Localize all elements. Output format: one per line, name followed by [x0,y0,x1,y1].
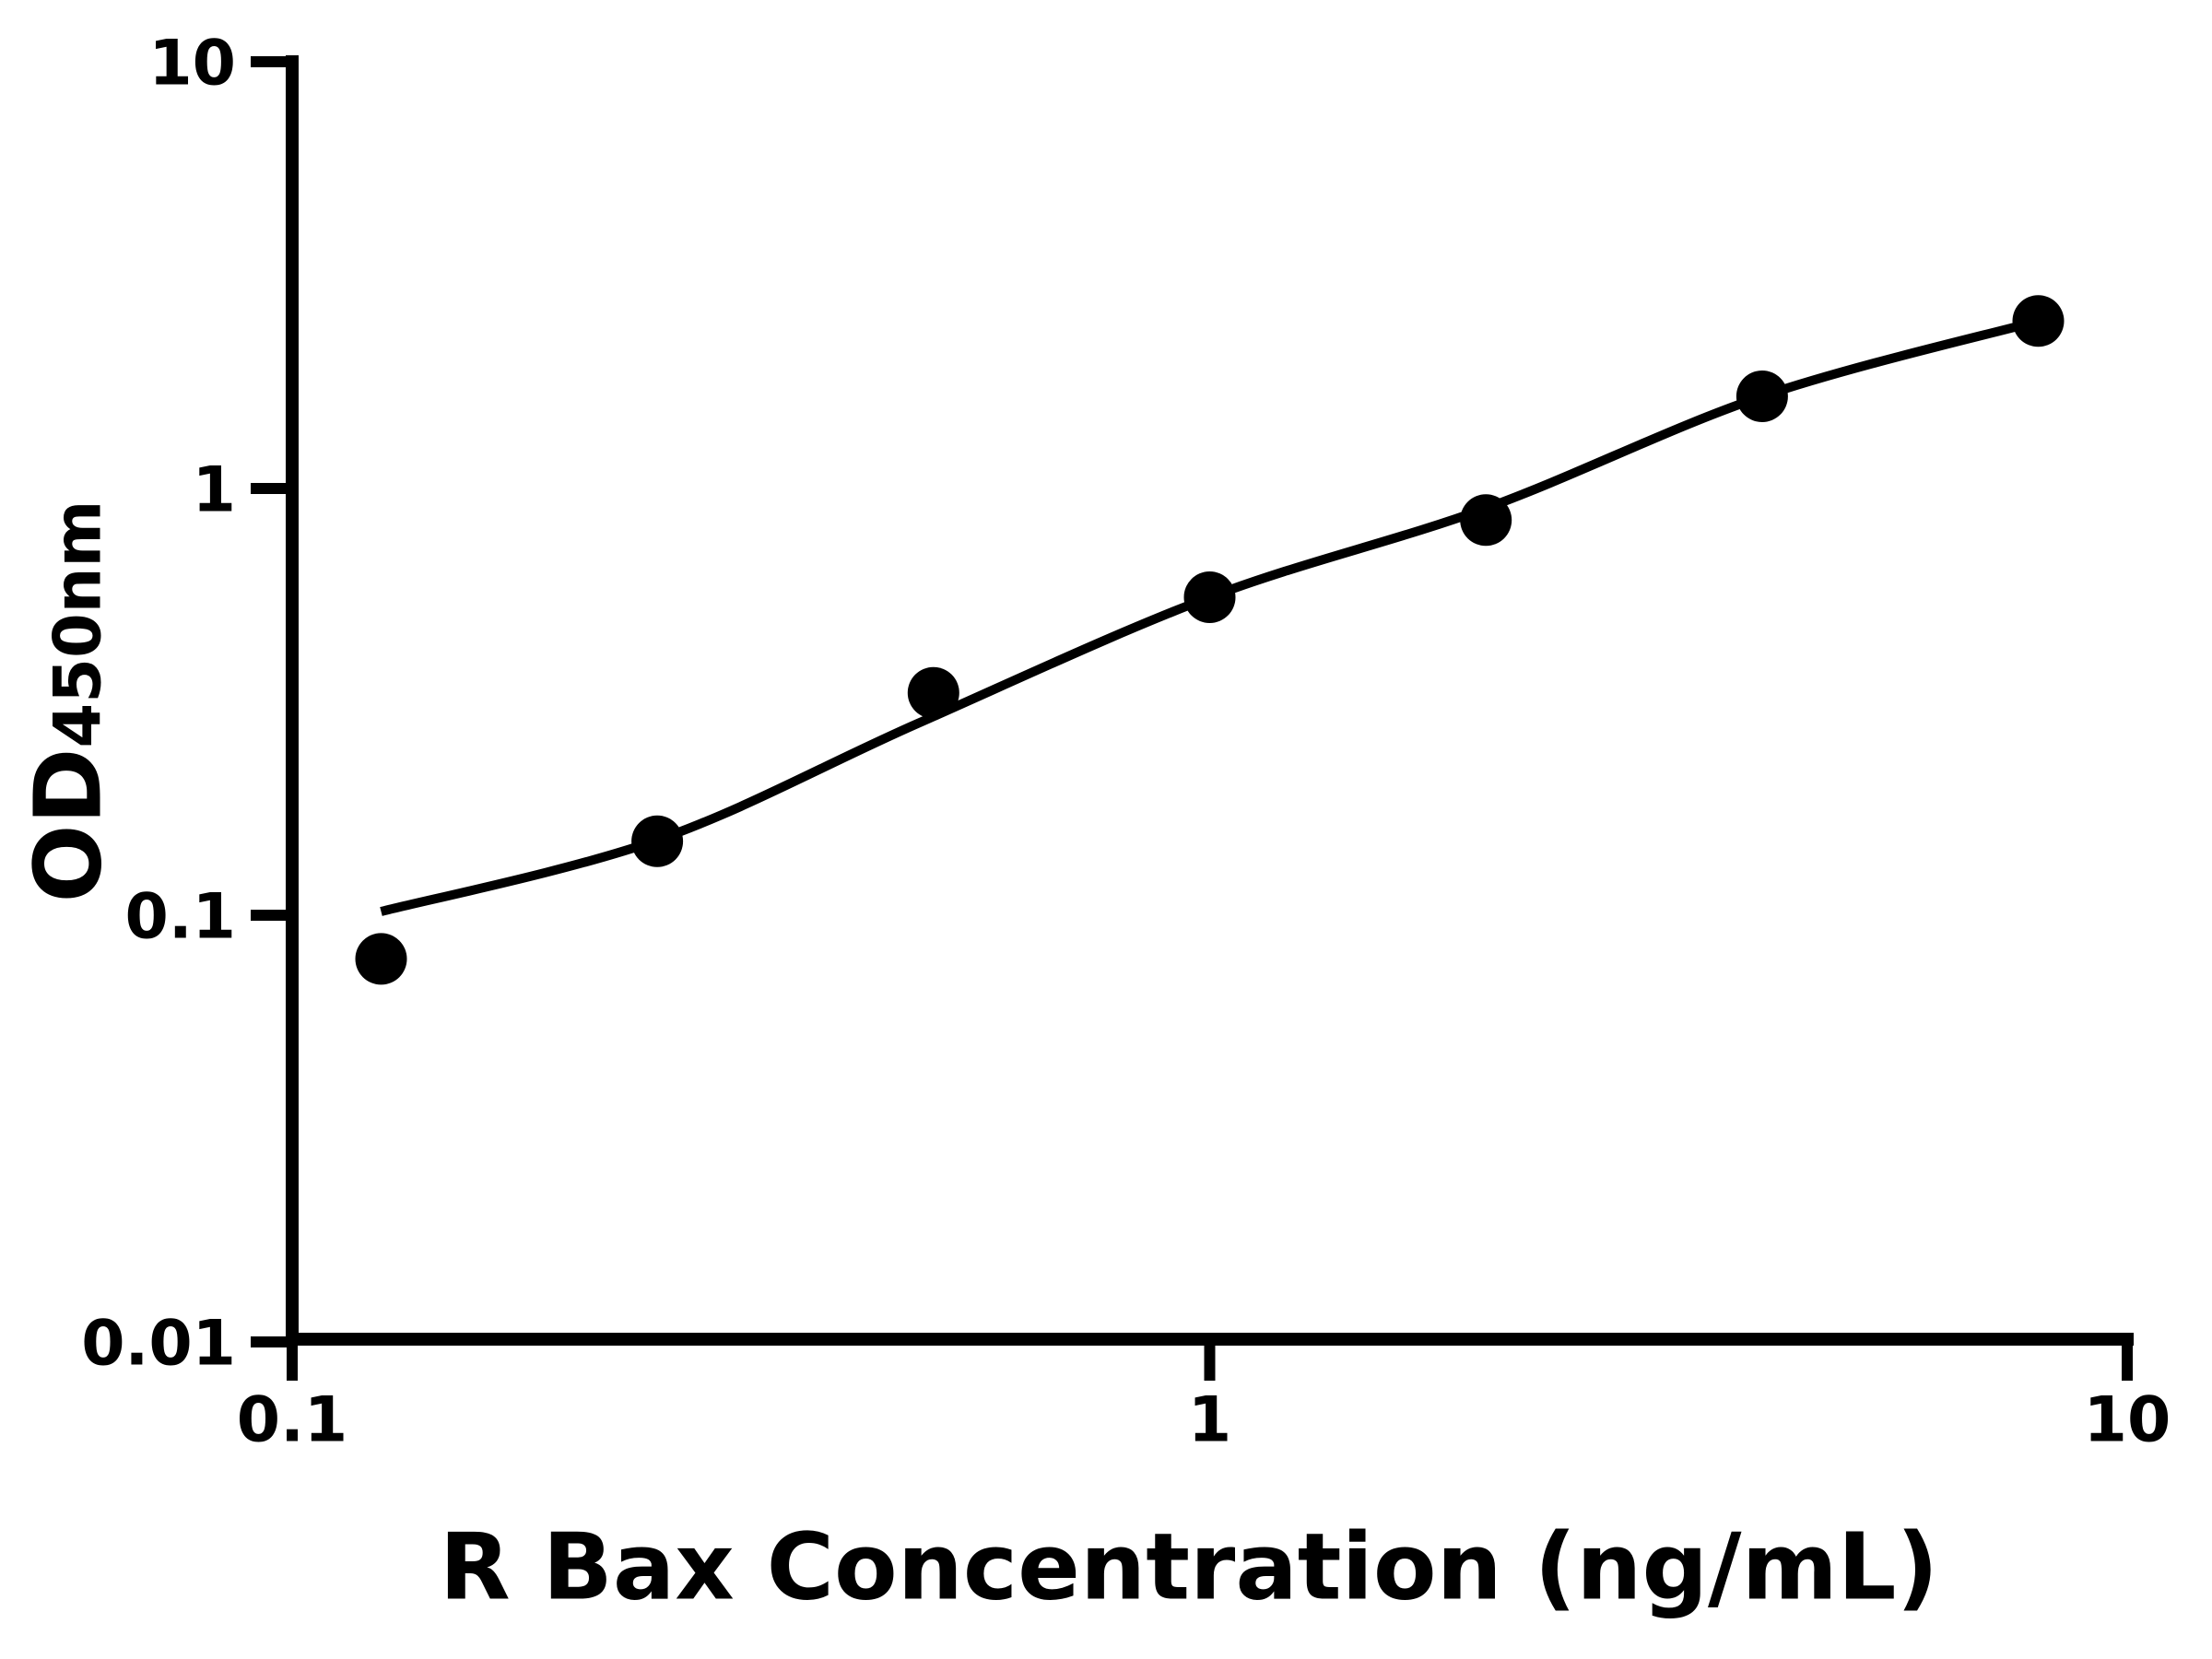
data-point-3 [907,666,959,719]
y-axis-title-subscript: 450nm [40,500,116,748]
data-point-7 [2012,295,2065,347]
x-tick-label-1: 1 [1188,1383,1231,1456]
y-tick-label-0.01: 0.01 [81,1307,236,1380]
x-axis-title: R Bax Concentration (ng/mL) [440,1513,1938,1621]
data-point-1 [355,933,407,985]
x-tick-label-10: 10 [2084,1383,2171,1456]
y-tick-label-0.1: 0.1 [125,880,236,953]
x-axis-title-text: R Bax Concentration (ng/mL) [439,1512,1939,1621]
y-axis-title-main: OD [14,747,123,903]
y-tick-label-10: 10 [148,27,236,100]
data-point-5 [1460,494,1512,547]
data-point-6 [1735,371,1788,422]
x-tick-label-0.1: 0.1 [237,1383,347,1456]
y-axis-title: OD450nm [15,500,123,903]
data-point-2 [631,815,684,867]
y-tick-label-1: 1 [193,453,236,526]
data-point-4 [1183,571,1236,623]
